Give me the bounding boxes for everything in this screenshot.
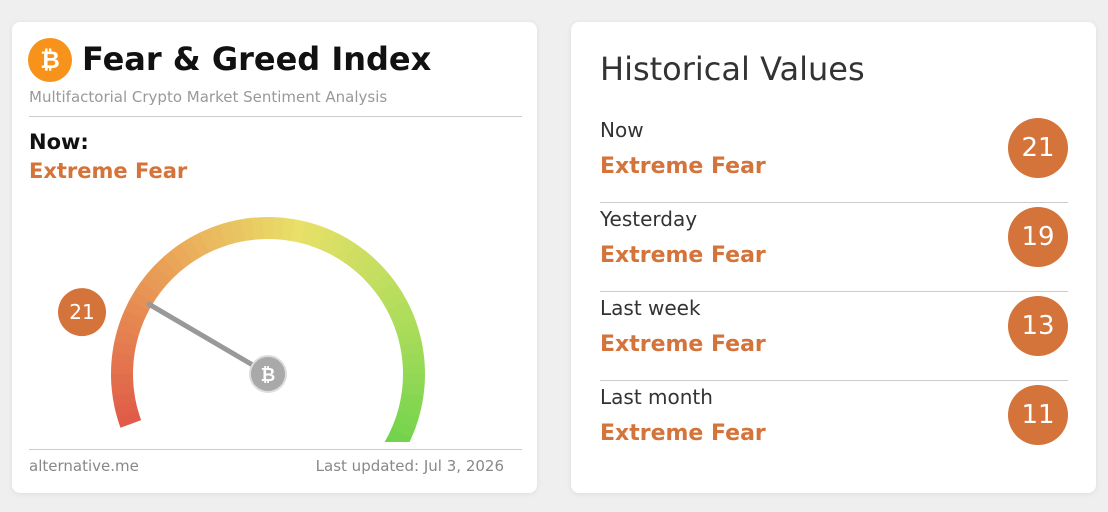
needle-hub (249, 355, 287, 393)
gauge-arc (199, 228, 218, 253)
gauge-arc (300, 221, 318, 246)
history-row: Last month Extreme Fear 11 (600, 381, 1068, 470)
gauge-arc (111, 351, 135, 365)
row-value: 13 (1008, 296, 1068, 356)
history-title: Historical Values (600, 50, 865, 88)
gauge-arc (386, 428, 412, 442)
gauge-arc (140, 272, 165, 295)
gauge-arc (272, 217, 285, 240)
gauge-arc (180, 237, 201, 263)
gauge-arc (189, 232, 210, 258)
gauge-arc (219, 221, 236, 246)
bitcoin-icon: ₿ (28, 38, 72, 82)
gauge-arc (377, 281, 402, 303)
gauge-arc (134, 281, 160, 303)
gauge-arc (397, 401, 422, 418)
index-card: ₿ Fear & Greed Index Multifactorial Cryp… (12, 22, 537, 493)
now-classification: Extreme Fear (29, 159, 188, 183)
hub-icon: ₿ (261, 365, 276, 386)
gauge-arc (209, 224, 227, 249)
gauge-arc (343, 243, 366, 268)
gauge-arc (399, 392, 424, 408)
subtitle: Multifactorial Crypto Market Sentiment A… (29, 88, 388, 106)
row-separator (600, 380, 1068, 381)
gauge-arc (282, 217, 296, 242)
history-row: Now Extreme Fear 21 (600, 114, 1068, 203)
gauge-arc (327, 232, 347, 258)
row-classification: Extreme Fear (600, 421, 766, 446)
row-classification: Extreme Fear (600, 332, 766, 357)
row-label: Now (600, 118, 644, 142)
gauge-arc (391, 420, 416, 439)
gauge-arc (401, 383, 425, 397)
gauge-arc (318, 228, 338, 253)
source: alternative.me (29, 457, 139, 475)
history-row: Last week Extreme Fear 13 (600, 292, 1068, 381)
gauge-arc (401, 352, 425, 366)
gauge-arc (129, 290, 154, 311)
title: Fear & Greed Index (82, 40, 432, 78)
history-row: Yesterday Extreme Fear 19 (600, 203, 1068, 292)
row-classification: Extreme Fear (600, 243, 766, 268)
row-separator (600, 202, 1068, 203)
gauge-arc (120, 309, 145, 328)
gauge-arc (117, 319, 142, 337)
value-badge (58, 288, 107, 337)
needle (146, 301, 271, 377)
gauge-arc (371, 273, 396, 296)
gauge-arc (124, 299, 150, 320)
gauge-arc (155, 256, 179, 281)
gauge-arc (114, 401, 139, 418)
gauge-arc (309, 224, 328, 250)
gauge-arc (382, 290, 407, 312)
gauge-arc (387, 300, 412, 320)
gauge-arc (400, 341, 424, 356)
gauge-arc (116, 410, 142, 428)
row-label: Last month (600, 385, 713, 409)
gauge-arc (394, 320, 420, 338)
gauge-arc (114, 330, 139, 347)
divider (29, 116, 522, 117)
gauge-arc (230, 219, 246, 244)
gauge-arc (358, 257, 382, 281)
row-value: 19 (1008, 207, 1068, 267)
divider (29, 449, 522, 450)
now-label: Now: (29, 130, 89, 154)
row-separator (600, 291, 1068, 292)
gauge-arc (171, 243, 193, 268)
gauge-arc (112, 340, 137, 356)
gauge-arc (240, 217, 255, 242)
gauge-arc (335, 238, 357, 263)
row-value: 21 (1008, 118, 1068, 178)
row-value: 11 (1008, 385, 1068, 445)
gauge-arc (391, 310, 416, 329)
row-label: Yesterday (600, 207, 698, 231)
history-card: Historical Values Now Extreme Fear 21 Yeste… (571, 22, 1096, 493)
gauge-arc (351, 250, 374, 275)
row-classification: Extreme Fear (600, 154, 766, 179)
gauge-arc (147, 264, 172, 288)
gauge-arc (111, 382, 135, 396)
gauge-arc (251, 217, 264, 240)
gauge-arc (365, 264, 389, 288)
gauge-arc (397, 330, 422, 347)
gauge-arc (394, 411, 419, 429)
gauge-arc (162, 249, 186, 274)
last-updated: Last updated: Jul 3, 2026 (315, 457, 504, 475)
gauge-arc (291, 219, 307, 244)
value-badge-text: 21 (69, 300, 94, 324)
svg-text:₿: ₿ (40, 46, 60, 74)
gauge-arc (112, 392, 136, 407)
row-label: Last week (600, 296, 701, 320)
gauge: ₿ 21 (58, 217, 425, 442)
